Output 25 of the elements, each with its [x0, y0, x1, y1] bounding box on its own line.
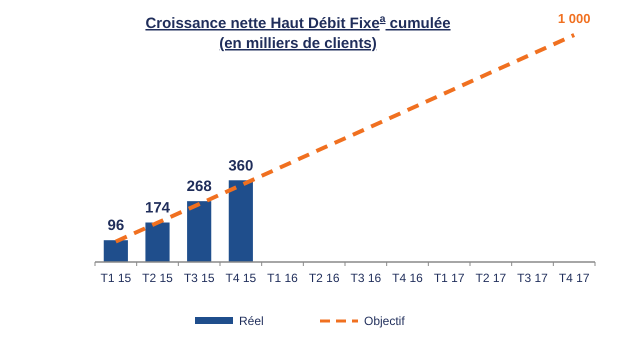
x-tick-label: T3 16	[350, 271, 382, 285]
x-tick-label: T4 16	[392, 271, 424, 285]
x-tick-label: T2 17	[475, 271, 506, 285]
x-tick-label: T2 16	[308, 271, 340, 285]
bar	[145, 222, 170, 262]
bar	[104, 240, 128, 262]
legend-label: Objectif	[364, 314, 406, 328]
x-tick-label: T1 16	[267, 271, 298, 285]
data-label: 268	[186, 178, 212, 196]
chart-subtitle: (en milliers de clients)	[219, 35, 377, 52]
x-tick-label: T3 15	[184, 271, 215, 285]
bar	[187, 201, 212, 262]
chart-title: Croissance nette Haut Débit Fixe$^{a}$ cumulée	[145, 13, 451, 32]
x-tick-label: T3 17	[517, 271, 548, 285]
bar	[228, 180, 253, 262]
x-tick-label: T4 17	[558, 271, 590, 285]
x-tick-label: T1 15	[100, 271, 132, 285]
x-tick-label: T4 15	[225, 271, 256, 285]
data-label: 1 000	[558, 11, 590, 26]
data-label: 174	[144, 200, 171, 216]
data-label: 96	[107, 217, 124, 234]
legend-label: Réel	[239, 314, 264, 328]
data-label: 360	[228, 157, 254, 174]
x-tick-label: T2 15	[142, 271, 174, 285]
x-tick-label: T1 17	[434, 271, 465, 285]
